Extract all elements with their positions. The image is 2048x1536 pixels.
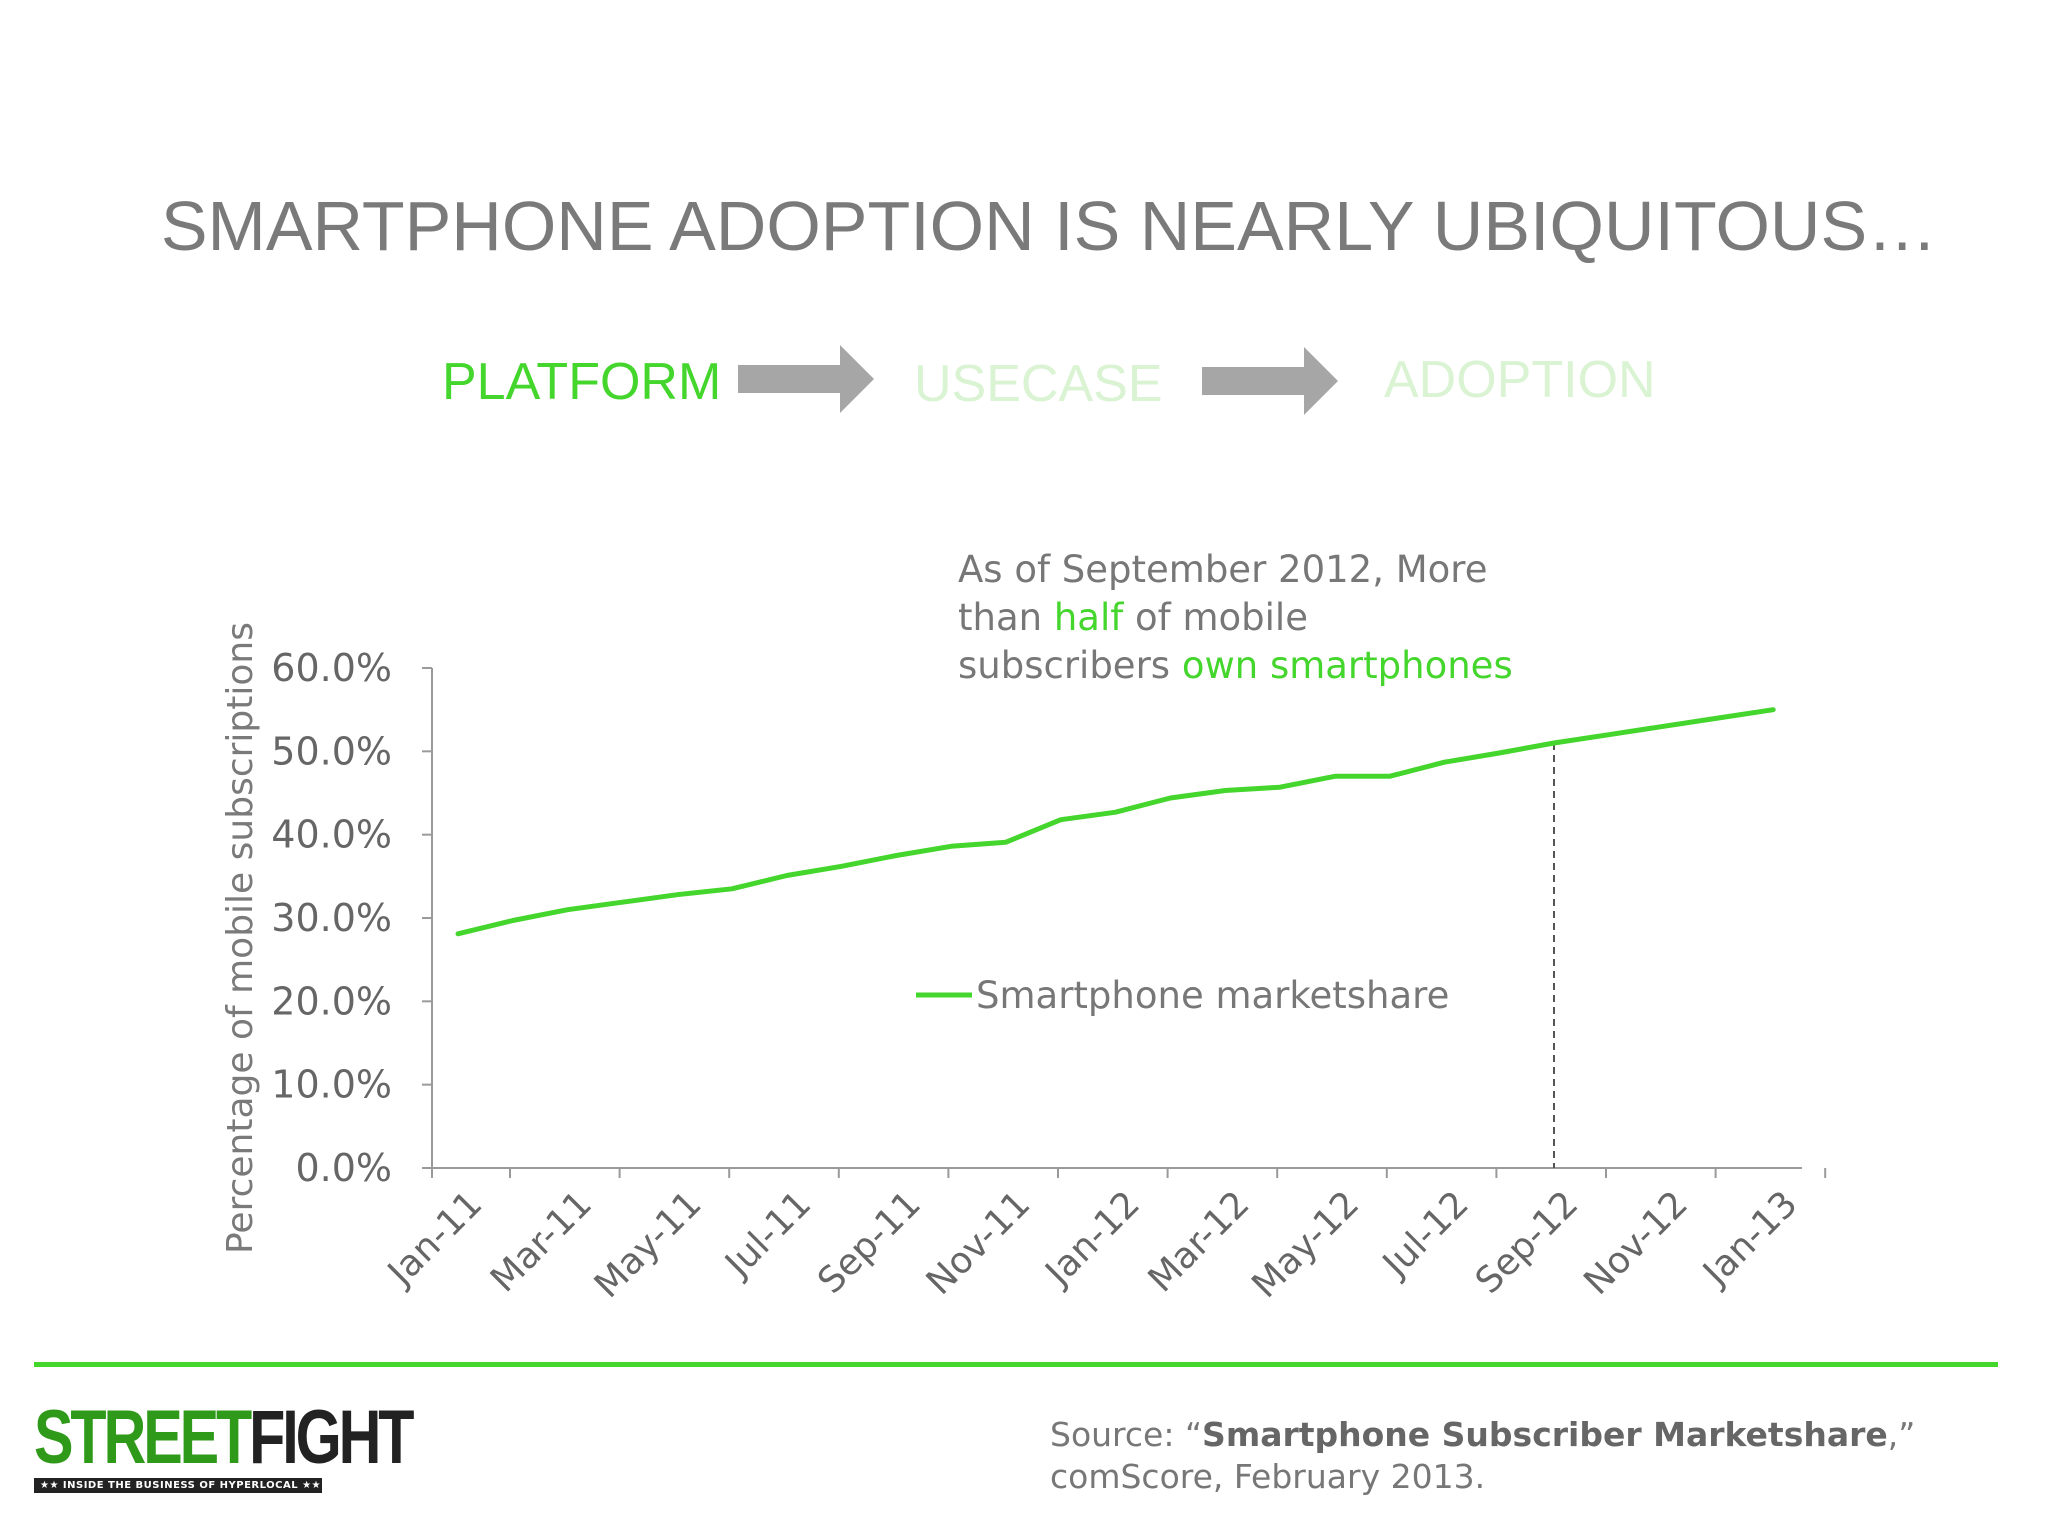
y-tick-label: 50.0% (271, 729, 392, 773)
source-line-2: comScore, February 2013. (1050, 1457, 1486, 1496)
flow-step-adoption: ADOPTION (1384, 351, 1656, 409)
arrow-right-icon (1202, 347, 1338, 415)
x-tick-label: Jul-11 (716, 1183, 819, 1286)
x-tick-label: May-12 (1244, 1183, 1367, 1306)
annotation-text: than (958, 596, 1054, 639)
y-tick-label: 20.0% (271, 979, 392, 1023)
x-tick-label: Jan-13 (1694, 1183, 1805, 1294)
x-tick-label: Jan-11 (379, 1183, 490, 1294)
x-tick-label: Sep-11 (810, 1183, 929, 1302)
logo-fight-text: FIGHT (249, 1395, 414, 1480)
x-tick-label: May-11 (587, 1183, 710, 1306)
x-tick-label: Nov-11 (919, 1183, 1039, 1303)
arrow-right-icon (738, 345, 874, 413)
annotation-text: of mobile (1123, 596, 1308, 639)
x-tick-label: Mar-11 (483, 1183, 600, 1300)
annotation-line-1: As of September 2012, More (958, 548, 1488, 591)
streetfight-logo: STREETFIGHT ★★ INSIDE THE BUSINESS OF HY… (34, 1400, 518, 1493)
legend-label: Smartphone marketshare (976, 974, 1449, 1017)
annotation-highlight-own-smartphones: own smartphones (1181, 644, 1513, 687)
y-tick-label: 60.0% (271, 646, 392, 690)
x-tick-label: Sep-12 (1468, 1183, 1587, 1302)
chart-annotation: As of September 2012, More than half of … (958, 546, 1518, 690)
page-title: SMARTPHONE ADOPTION IS NEARLY UBIQUITOUS… (160, 187, 1938, 265)
y-tick-label: 10.0% (271, 1063, 392, 1107)
annotation-highlight-half: half (1053, 596, 1124, 639)
annotation-line-3: subscribers own smartphones (958, 642, 1518, 690)
x-tick-label: Nov-12 (1576, 1183, 1696, 1303)
source-citation: Source: “Smartphone Subscriber Marketsha… (1050, 1414, 2010, 1498)
logo-street-text: STREET (34, 1395, 252, 1480)
source-line-1: Source: “Smartphone Subscriber Marketsha… (1050, 1414, 2010, 1456)
annotation-text: subscribers (958, 644, 1182, 687)
annotation-line-2: than half of mobile (958, 594, 1518, 642)
y-tick-label: 0.0% (295, 1146, 392, 1190)
source-suffix: ,” (1887, 1415, 1916, 1454)
y-tick-label: 30.0% (271, 896, 392, 940)
y-axis-title: Percentage of mobile subscriptions (220, 622, 261, 1254)
logo-wordmark: STREETFIGHT (34, 1400, 414, 1476)
flow-step-platform: PLATFORM (442, 353, 722, 411)
x-tick-label: Jul-12 (1374, 1183, 1477, 1286)
source-title: Smartphone Subscriber Marketshare (1202, 1415, 1888, 1454)
series-line-smartphone-marketshare (455, 707, 1776, 937)
source-prefix: Source: “ (1050, 1415, 1203, 1454)
x-tick-label: Jan-12 (1037, 1183, 1148, 1294)
y-axis-title-group: Percentage of mobile subscriptions (220, 622, 261, 1254)
x-tick-label: Mar-12 (1141, 1183, 1258, 1300)
flow-step-usecase: USECASE (914, 355, 1163, 413)
y-tick-label: 40.0% (271, 813, 392, 857)
footer-divider (34, 1362, 1998, 1367)
logo-tagline: ★★ INSIDE THE BUSINESS OF HYPERLOCAL ★★ (34, 1478, 322, 1493)
